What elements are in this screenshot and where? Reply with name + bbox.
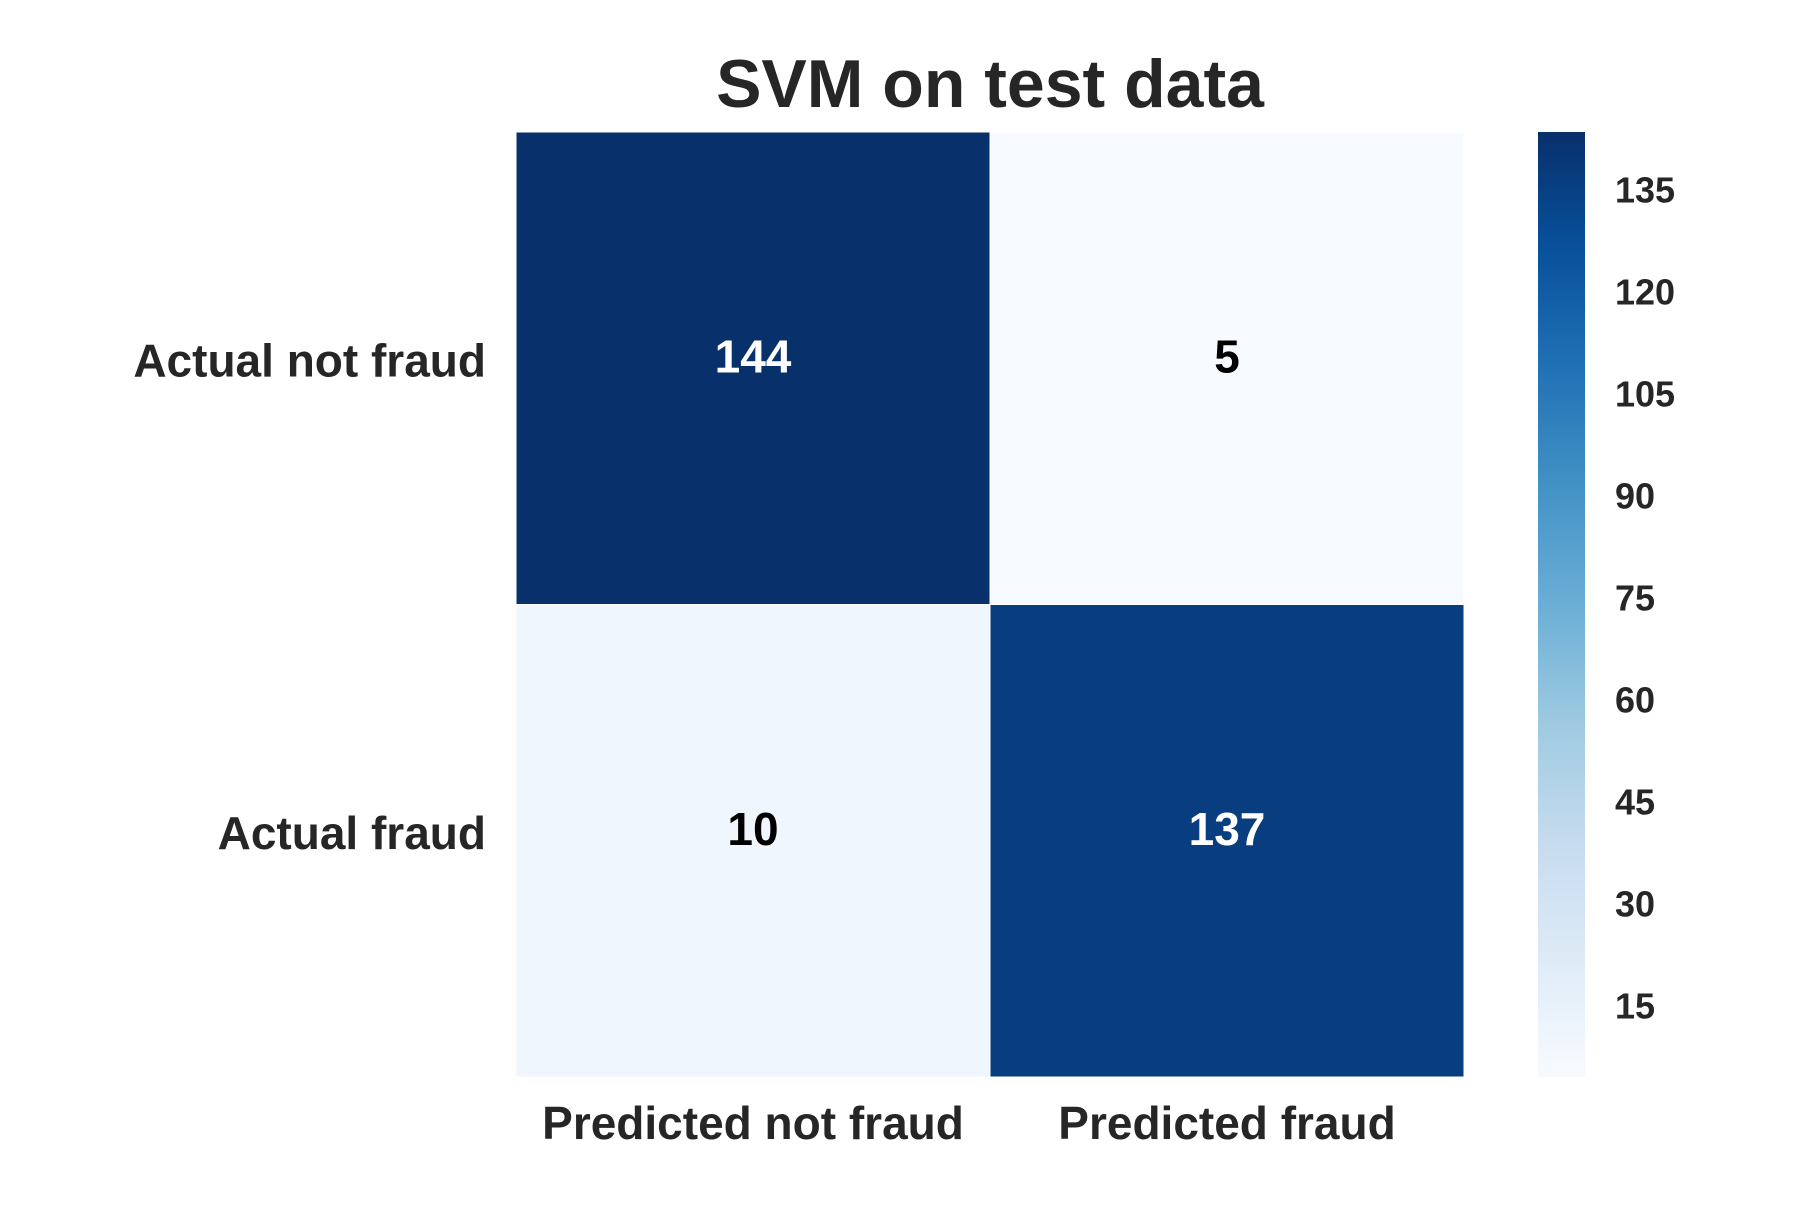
column-labels: Predicted not fraud Predicted fraud	[542, 1097, 1396, 1149]
colorbar	[1538, 132, 1585, 1077]
heatmap-cell-r0-c0	[515, 131, 991, 605]
column-label-1: Predicted fraud	[1058, 1097, 1395, 1149]
row-label-0: Actual not fraud	[133, 334, 486, 386]
row-label-1: Actual fraud	[218, 807, 486, 859]
row-labels: Actual not fraud Actual fraud	[133, 334, 486, 859]
colorbar-tick-label-2: 45	[1615, 782, 1655, 823]
colorbar-tick-label-8: 135	[1615, 170, 1675, 211]
heatmap-cell-r0-c1	[989, 131, 1465, 605]
cell-value-label-r0-c0: 144	[715, 330, 792, 382]
colorbar-tick-label-0: 15	[1615, 986, 1655, 1027]
heatmap-cell-r1-c1	[989, 604, 1465, 1078]
colorbar-ticks: 15 30 45 60 75 90 105 120 135	[1615, 170, 1675, 1027]
colorbar-tick-label-6: 105	[1615, 374, 1675, 415]
colorbar-tick-label-1: 30	[1615, 884, 1655, 925]
chart-title: SVM on test data	[716, 46, 1265, 122]
cell-value-label-r1-c0: 10	[727, 803, 778, 855]
heatmap-cell-labels: 144 5 10 137	[715, 330, 1266, 855]
colorbar-tick-label-5: 90	[1615, 476, 1655, 517]
heatmap-cell-r1-c0	[515, 604, 991, 1078]
colorbar-tick-label-7: 120	[1615, 272, 1675, 313]
cell-value-label-r0-c1: 5	[1214, 330, 1240, 382]
cell-value-label-r1-c1: 137	[1189, 803, 1266, 855]
colorbar-tick-label-4: 75	[1615, 578, 1655, 619]
heatmap-cells	[515, 131, 1465, 1078]
column-label-0: Predicted not fraud	[542, 1097, 964, 1149]
colorbar-tick-label-3: 60	[1615, 680, 1655, 721]
